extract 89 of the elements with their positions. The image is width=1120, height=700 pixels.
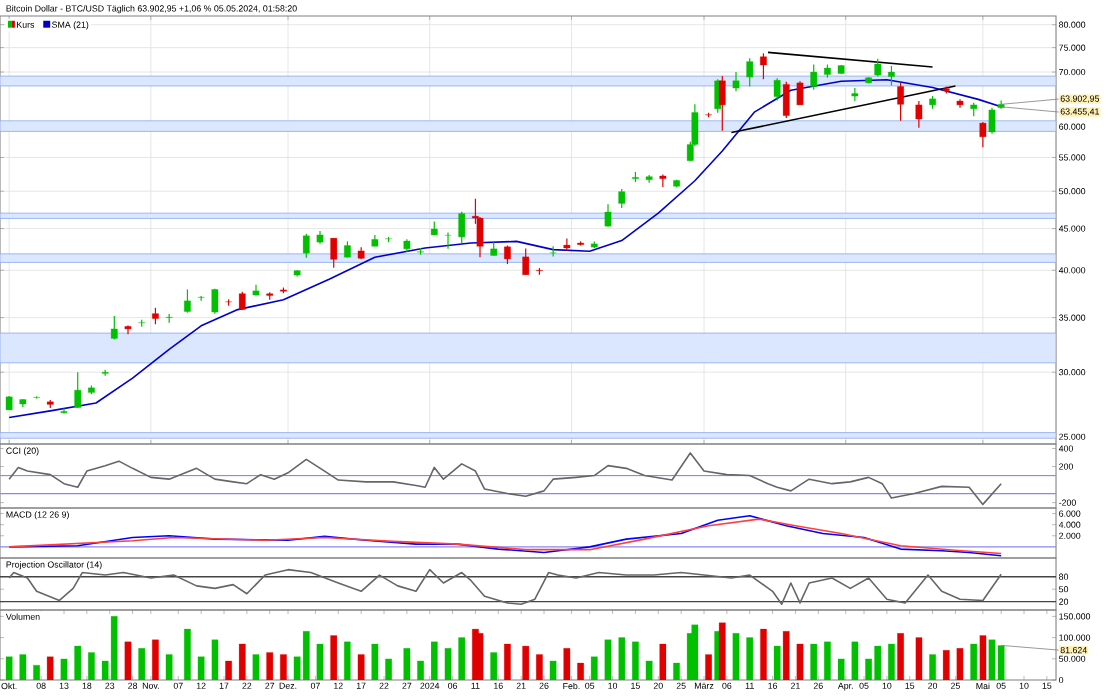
- bar: [60, 658, 68, 681]
- bar: [659, 643, 667, 681]
- bar: [897, 633, 904, 681]
- bar: [504, 643, 511, 681]
- bar: [536, 654, 543, 681]
- bar: [956, 648, 964, 681]
- bar: [5, 656, 13, 681]
- candlestick: [988, 107, 996, 135]
- bar: [773, 645, 781, 681]
- candlestick: [330, 237, 338, 269]
- candlestick: [897, 82, 904, 122]
- bar: [19, 654, 27, 681]
- candlestick: [522, 247, 530, 276]
- bar: [110, 616, 118, 681]
- bar: [430, 641, 438, 681]
- candlestick: [618, 188, 626, 209]
- candlestick: [888, 65, 895, 87]
- candlestick: [659, 174, 667, 188]
- bar: [732, 633, 740, 681]
- bar: [691, 624, 699, 681]
- bar: [88, 652, 95, 681]
- bar: [810, 643, 818, 681]
- candlestick: [979, 121, 987, 148]
- candlestick: [718, 75, 726, 132]
- bar: [280, 654, 287, 681]
- bar: [590, 656, 598, 681]
- candlestick: [810, 63, 818, 91]
- bar: [522, 645, 530, 681]
- bar: [385, 658, 392, 681]
- bar: [837, 658, 845, 681]
- bar: [211, 639, 219, 681]
- candlestick: [851, 87, 859, 102]
- bar: [444, 648, 452, 681]
- bar: [458, 637, 466, 681]
- bar: [490, 652, 498, 681]
- bar: [371, 643, 379, 681]
- line-series: [8, 568, 1002, 605]
- candlestick: [184, 288, 191, 314]
- bar: [330, 635, 338, 681]
- bar: [604, 639, 612, 681]
- candlestick: [458, 211, 466, 244]
- bar: [824, 641, 831, 681]
- bar: [549, 660, 557, 681]
- bar: [316, 643, 324, 681]
- candlestick: [302, 233, 310, 259]
- bar: [74, 645, 82, 681]
- bar: [718, 622, 726, 681]
- line-series: [8, 452, 1002, 506]
- candlestick: [604, 203, 612, 228]
- bar: [929, 654, 936, 681]
- bar: [618, 637, 626, 681]
- candlestick: [915, 100, 923, 129]
- bar: [124, 641, 132, 681]
- candlestick: [773, 77, 781, 102]
- bar: [942, 650, 950, 681]
- bar: [357, 654, 365, 681]
- bar: [645, 660, 653, 681]
- bar: [33, 665, 40, 681]
- bar: [417, 660, 424, 681]
- bar: [476, 633, 484, 681]
- candlestick: [74, 371, 82, 409]
- candlestick: [760, 52, 767, 80]
- candlestick: [796, 80, 804, 106]
- bar: [138, 648, 146, 681]
- candlestick: [211, 288, 219, 315]
- bar: [577, 662, 584, 681]
- bar: [632, 641, 639, 681]
- bar: [888, 643, 895, 681]
- bar: [165, 654, 173, 681]
- candlestick: [110, 315, 118, 341]
- candlestick: [444, 231, 452, 250]
- bar: [252, 654, 260, 681]
- candlestick: [746, 57, 754, 88]
- candlestick: [165, 313, 173, 324]
- bar: [197, 656, 205, 681]
- candlestick: [101, 369, 109, 377]
- bar: [796, 643, 804, 681]
- bar: [152, 639, 159, 681]
- bar: [225, 660, 232, 681]
- candlestick: [60, 407, 68, 415]
- candlestick: [732, 71, 740, 92]
- bar: [705, 654, 712, 681]
- bar: [403, 648, 411, 681]
- bar: [238, 643, 246, 681]
- bar: [915, 637, 923, 681]
- bar: [851, 641, 859, 681]
- bar: [746, 637, 754, 681]
- candlestick: [504, 244, 511, 265]
- candlestick: [782, 81, 790, 119]
